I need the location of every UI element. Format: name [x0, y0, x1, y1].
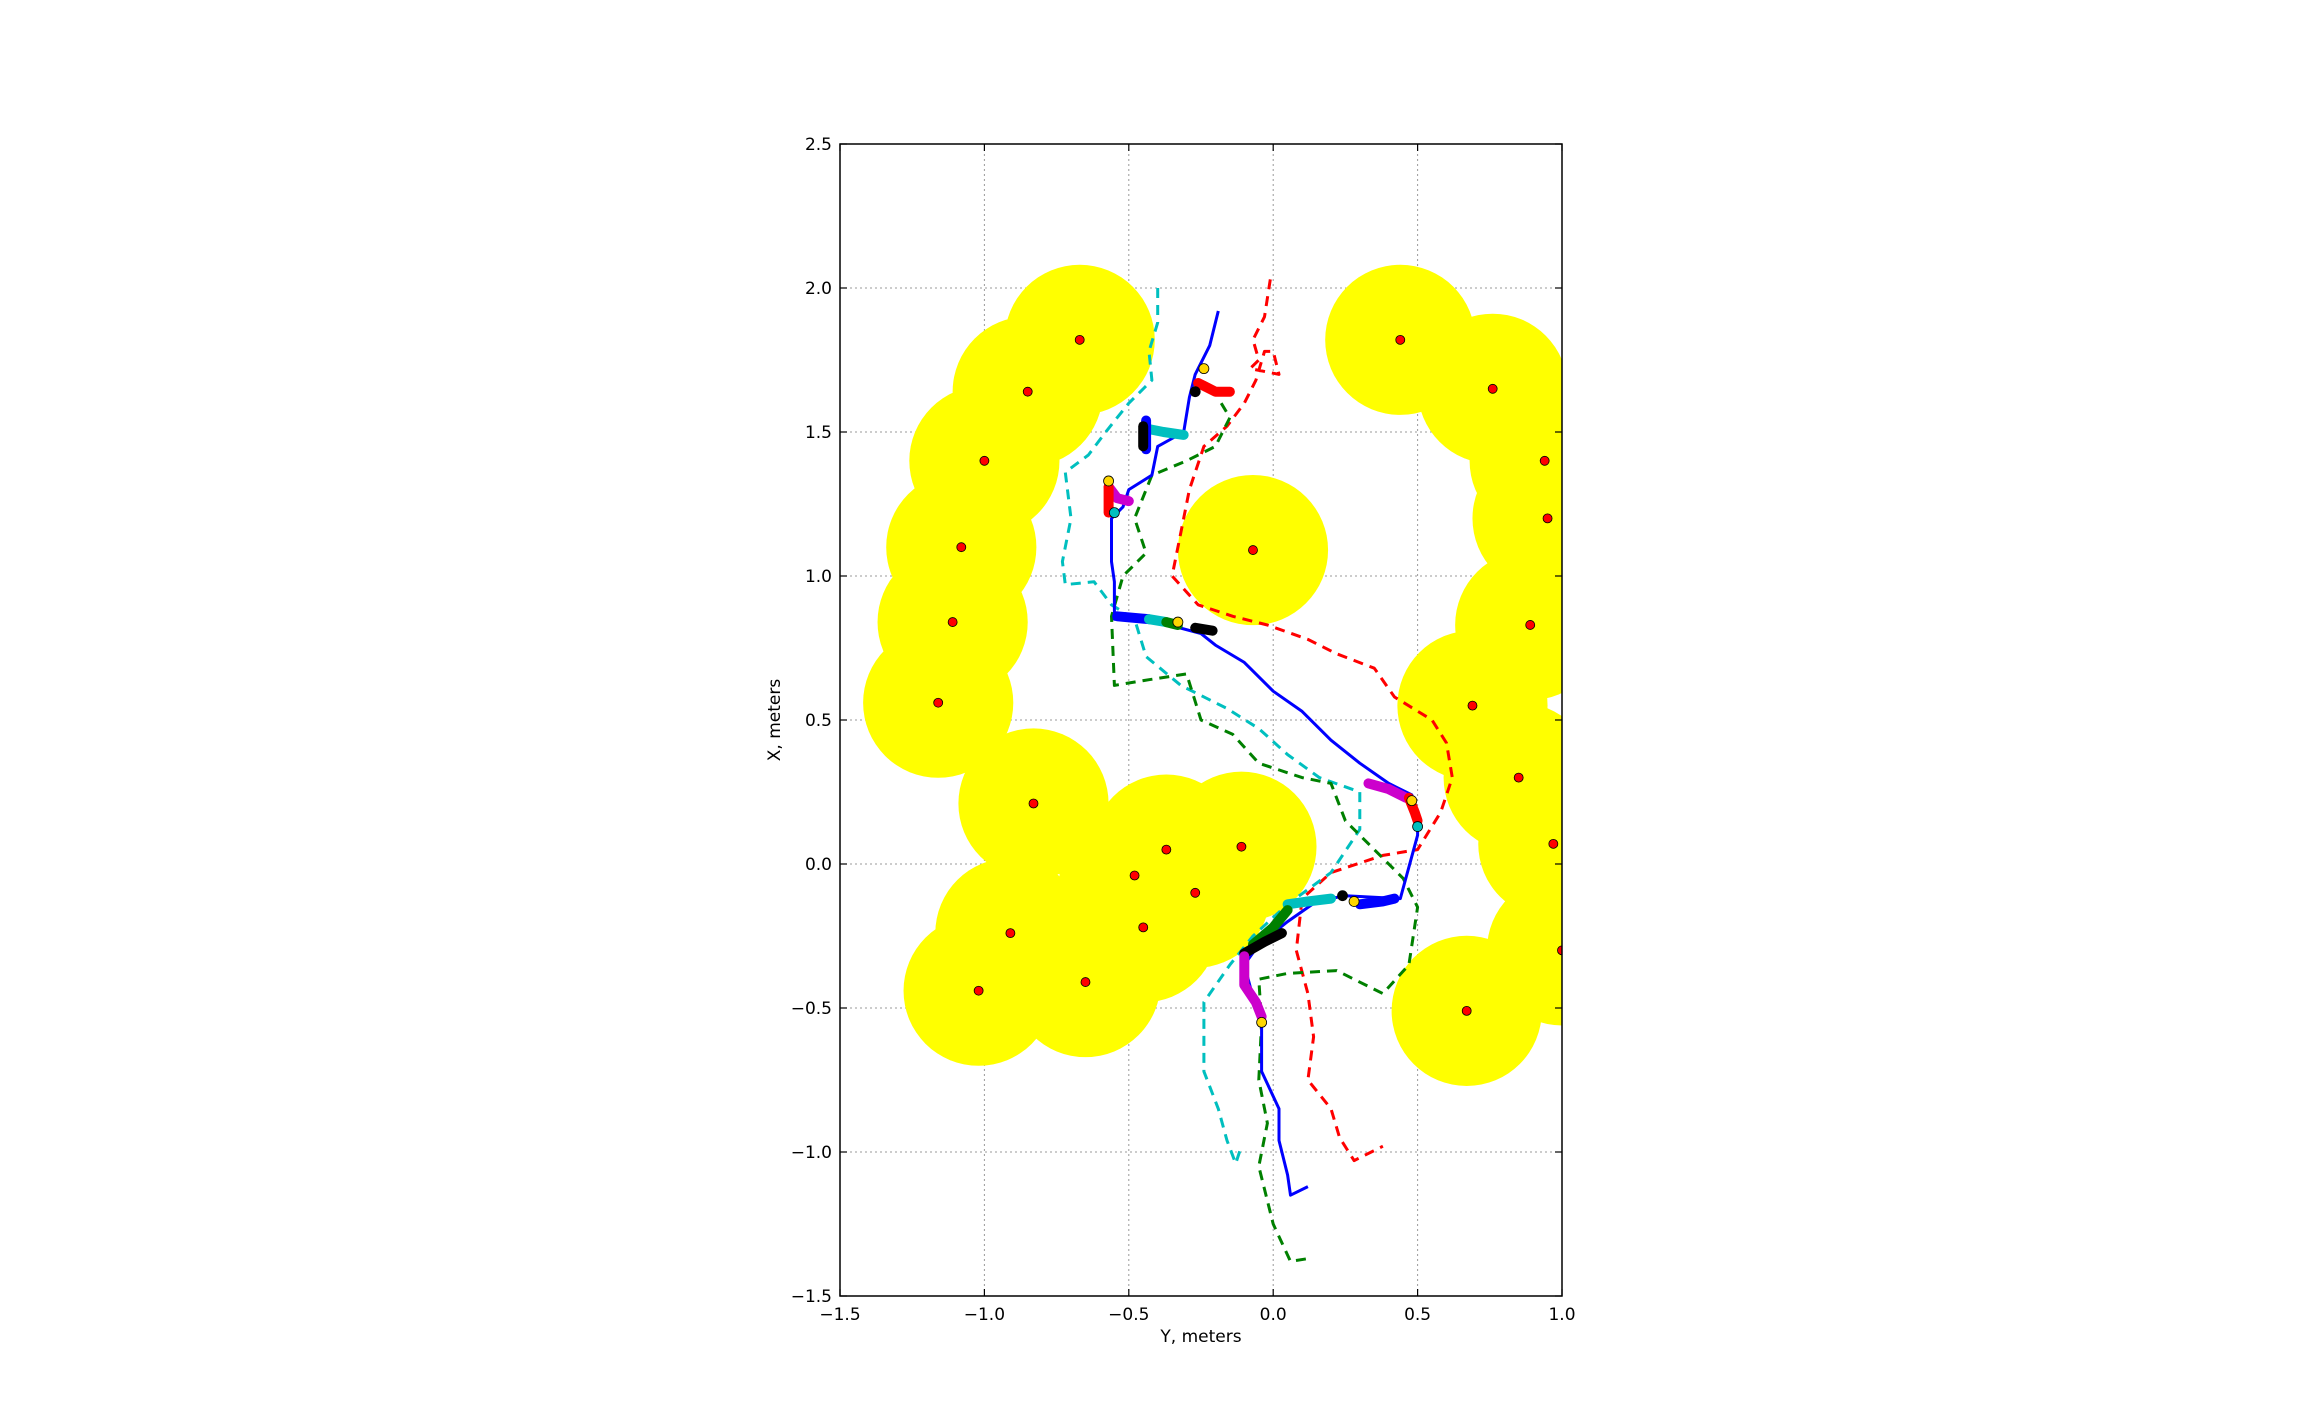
- x-tick-label: −1.5: [819, 1305, 860, 1325]
- obstacle-center-point: [1028, 798, 1039, 809]
- waypoint-marker: [1198, 363, 1210, 375]
- obstacle-center-point: [1074, 334, 1085, 345]
- trajectory-line: [1110, 402, 1420, 1263]
- obstacle-center-point: [1248, 545, 1258, 555]
- highlight-segment: [1239, 928, 1287, 959]
- x-tick-label: 0.0: [1260, 1305, 1287, 1325]
- obstacle-center-point: [1467, 700, 1478, 711]
- trajectory-line: [1060, 288, 1362, 1165]
- waypoint-marker: [1108, 507, 1120, 519]
- waypoint-marker: [1348, 896, 1360, 907]
- x-tick-label: 1.0: [1548, 1305, 1575, 1325]
- highlight-segment: [1193, 378, 1235, 397]
- y-tick-label: −0.5: [791, 999, 832, 1019]
- y-tick-label: 1.0: [805, 567, 832, 587]
- obstacle-center-point: [1487, 383, 1498, 394]
- waypoint-marker: [1406, 795, 1418, 807]
- obstacle-center-point: [1236, 841, 1247, 852]
- trajectory-line: [1170, 279, 1454, 1163]
- obstacle-center-point: [1022, 386, 1033, 397]
- highlight-segment: [1239, 951, 1267, 1022]
- y-tick-label: 0.0: [805, 855, 832, 875]
- obstacle-center-point: [1548, 838, 1559, 849]
- obstacle-center-point: [1161, 844, 1172, 855]
- obstacle-center-point: [973, 985, 984, 996]
- highlight-segment: [1363, 778, 1411, 803]
- y-tick-label: 1.5: [805, 423, 832, 443]
- obstacle-center-point: [1005, 928, 1016, 939]
- highlight-segment: [1354, 893, 1400, 910]
- waypoint-marker: [1412, 821, 1423, 832]
- obstacle-center-point: [1080, 977, 1091, 987]
- x-axis-label: Y, meters: [1159, 1327, 1241, 1347]
- obstacle-centers: [933, 334, 1562, 1016]
- x-tick-label: −0.5: [1108, 1305, 1149, 1325]
- waypoint-marker: [1256, 1017, 1268, 1028]
- obstacle-center-point: [1525, 620, 1536, 630]
- y-tick-label: −1.0: [791, 1143, 832, 1163]
- obstacle-center-point: [1542, 513, 1553, 524]
- waypoint-marker: [1189, 386, 1201, 398]
- x-tick-label: 0.5: [1404, 1305, 1431, 1325]
- y-axis-label: X, meters: [765, 679, 785, 762]
- obstacle-center-point: [1395, 334, 1406, 345]
- highlight-segment: [1190, 622, 1218, 636]
- waypoint-marker: [1337, 890, 1348, 902]
- obstacle-center-point: [933, 697, 944, 708]
- y-tick-label: −1.5: [791, 1287, 832, 1307]
- highlight-segment: [1112, 611, 1154, 625]
- obstacle-center-point: [947, 617, 958, 627]
- waypoint-marker: [1103, 475, 1114, 487]
- y-axis: −1.5 −1.0 −0.5 0.0 0.5 1.0 1.5 2.0 2.5: [791, 135, 1562, 1307]
- obstacle-center-point: [1461, 1005, 1472, 1016]
- x-axis: −1.5 −1.0 −0.5 0.0 0.5 1.0: [819, 144, 1576, 1325]
- waypoint-marker: [1172, 616, 1184, 628]
- obstacle-center-point: [1138, 922, 1149, 933]
- waypoints: [1103, 363, 1423, 1028]
- x-tick-label: −1.0: [964, 1305, 1005, 1325]
- y-tick-label: 2.0: [805, 279, 832, 299]
- obstacle-center-point: [1513, 772, 1524, 783]
- y-tick-label: 2.5: [805, 135, 832, 155]
- highlight-segment: [1144, 424, 1189, 440]
- obstacle-center-point: [1557, 945, 1562, 956]
- highlight-segments: [1103, 378, 1423, 1022]
- obstacle-center-point: [1129, 870, 1140, 881]
- obstacle-center-point: [956, 542, 967, 553]
- obstacle-center-point: [1190, 887, 1201, 898]
- obstacle-center-point: [1539, 455, 1550, 466]
- highlight-segment: [1282, 893, 1336, 910]
- obstacle-center-point: [979, 455, 990, 466]
- y-tick-label: 0.5: [805, 711, 832, 731]
